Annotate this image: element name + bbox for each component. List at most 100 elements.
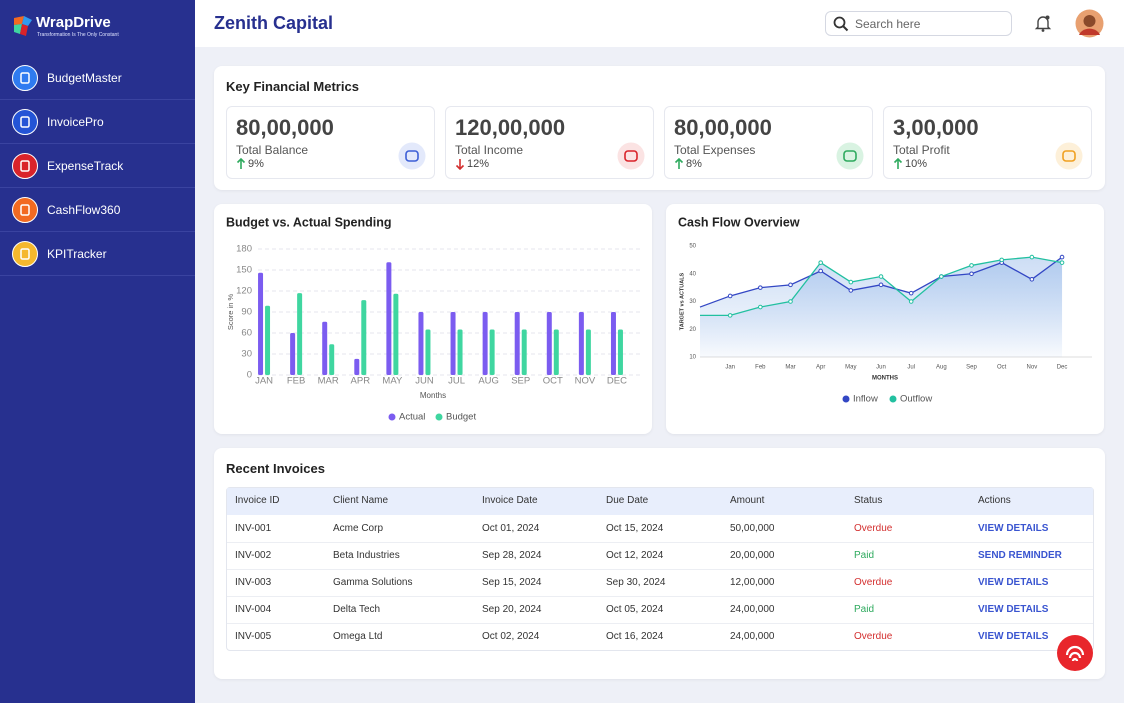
nav-item[interactable]: KPITracker — [0, 232, 195, 276]
nav-icon — [12, 241, 38, 267]
action-link[interactable]: VIEW DETAILS — [978, 631, 1049, 642]
legend-label: Outflow — [900, 394, 932, 405]
x-tick-label: DEC — [607, 376, 627, 387]
point — [1059, 254, 1065, 260]
status: Paid — [854, 604, 875, 615]
metrics-panel: Key Financial Metrics 80,00,000 Total Bal… — [214, 66, 1105, 190]
metric-card: 120,00,000 Total Income 12% — [445, 106, 654, 179]
action-link[interactable]: VIEW DETAILS — [978, 523, 1049, 534]
trend-arrow-shape — [893, 158, 903, 169]
bar-chart: Budget vs. Actual Spending Score in % 0 30 6… — [226, 215, 640, 423]
logo-icon — [14, 16, 32, 36]
metric-icon-bg — [836, 142, 864, 170]
nav-icon — [12, 197, 38, 223]
metric-label: Total Expenses — [674, 143, 756, 157]
column-header: Actions — [978, 495, 1011, 506]
notification-bell[interactable] — [1034, 14, 1052, 32]
line-chart-panel: Cash Flow Overview TARGET vs ACTUALS 10 20 3… — [666, 204, 1104, 434]
cell: Sep 20, 2024 — [482, 604, 542, 615]
brand-name: WrapDrive — [36, 14, 111, 31]
nav-label: KPITracker — [47, 247, 107, 261]
bar — [617, 329, 623, 375]
cell: Omega Ltd — [333, 631, 383, 642]
y-tick-label: 30 — [241, 349, 252, 360]
metric-icon-bg — [398, 142, 426, 170]
x-tick-label: Sep — [966, 365, 977, 371]
bar-chart-panel: Budget vs. Actual Spending Score in % 0 30 6… — [214, 204, 652, 434]
trend-arrow — [455, 159, 465, 170]
nav-icon-glyph — [20, 72, 30, 84]
chat-button[interactable] — [1057, 635, 1093, 671]
point — [908, 299, 914, 304]
x-tick-label: May — [845, 365, 856, 371]
x-tick-label: Mar — [785, 365, 795, 371]
cell: 50,00,000 — [730, 523, 775, 534]
x-tick-label: APR — [351, 376, 371, 387]
cell: INV-001 — [235, 523, 272, 534]
avatar[interactable] — [1075, 9, 1104, 38]
bar — [322, 321, 328, 375]
nav-item[interactable]: ExpenseTrack — [0, 144, 195, 188]
metric-change: 12% — [467, 158, 490, 170]
search-box[interactable]: Search here — [825, 11, 1012, 36]
column-header: Amount — [730, 495, 765, 506]
section-title: Recent Invoices — [226, 461, 325, 476]
trend-arrow-shape — [236, 158, 246, 169]
bar — [354, 358, 360, 375]
y-tick-label: 0 — [247, 370, 252, 381]
bar — [546, 312, 552, 375]
trend-arrow — [236, 158, 246, 169]
cell: Oct 16, 2024 — [606, 631, 664, 642]
page-title: Zenith Capital — [214, 13, 334, 33]
cell: Acme Corp — [333, 523, 384, 534]
bar — [482, 312, 488, 375]
bar — [290, 333, 296, 375]
cell: Gamma Solutions — [333, 577, 413, 588]
x-tick-label: Apr — [816, 365, 825, 371]
x-tick-label: Aug — [936, 365, 947, 371]
cell: INV-003 — [235, 577, 272, 588]
y-axis-label: Score in % — [226, 294, 235, 331]
cell: Oct 01, 2024 — [482, 523, 540, 534]
cell: Sep 30, 2024 — [606, 577, 666, 588]
status: Overdue — [854, 523, 893, 534]
nav-item[interactable]: CashFlow360 — [0, 188, 195, 232]
line-chart: Cash Flow Overview TARGET vs ACTUALS 10 20 3… — [678, 215, 1092, 405]
legend-swatch — [388, 413, 396, 421]
x-tick-label: Nov — [1027, 365, 1038, 371]
column-header: Due Date — [606, 495, 649, 506]
x-tick-label: SEP — [511, 376, 530, 387]
metric-value: 80,00,000 — [674, 115, 772, 140]
action-link[interactable]: VIEW DETAILS — [978, 604, 1049, 615]
nav-icon-bg — [12, 241, 38, 267]
section-title: Key Financial Metrics — [226, 79, 359, 94]
metric-value: 80,00,000 — [236, 115, 334, 140]
x-tick-label: Jun — [876, 365, 886, 371]
trend-arrow-shape — [455, 159, 465, 170]
x-tick-label: OCT — [543, 376, 563, 387]
bar — [297, 293, 303, 375]
y-tick-label: 120 — [236, 286, 252, 297]
metric-card: 80,00,000 Total Balance 9% — [226, 106, 435, 179]
metric-label: Total Balance — [236, 143, 309, 157]
cell: Delta Tech — [333, 604, 381, 615]
nav-item[interactable]: BudgetMaster — [0, 56, 195, 100]
metric-icon-glyph — [624, 150, 638, 162]
bar — [425, 329, 431, 375]
metric-change: 10% — [905, 158, 928, 170]
metric-card: 3,00,000 Total Profit 10% — [883, 106, 1092, 179]
point — [788, 299, 793, 304]
nav-icon-glyph — [20, 248, 30, 260]
nav-item[interactable]: InvoicePro — [0, 100, 195, 144]
trend-arrow-shape — [674, 158, 684, 169]
cell: Oct 05, 2024 — [606, 604, 664, 615]
action-link[interactable]: VIEW DETAILS — [978, 577, 1049, 588]
nav-icon-glyph — [20, 116, 30, 128]
row-divider — [227, 542, 1093, 543]
bar — [265, 305, 271, 375]
cell: Sep 28, 2024 — [482, 550, 542, 561]
point — [969, 263, 974, 268]
action-link[interactable]: SEND REMINDER — [978, 550, 1062, 561]
nav-icon-glyph — [20, 160, 30, 172]
x-tick-label: JUN — [415, 376, 434, 387]
